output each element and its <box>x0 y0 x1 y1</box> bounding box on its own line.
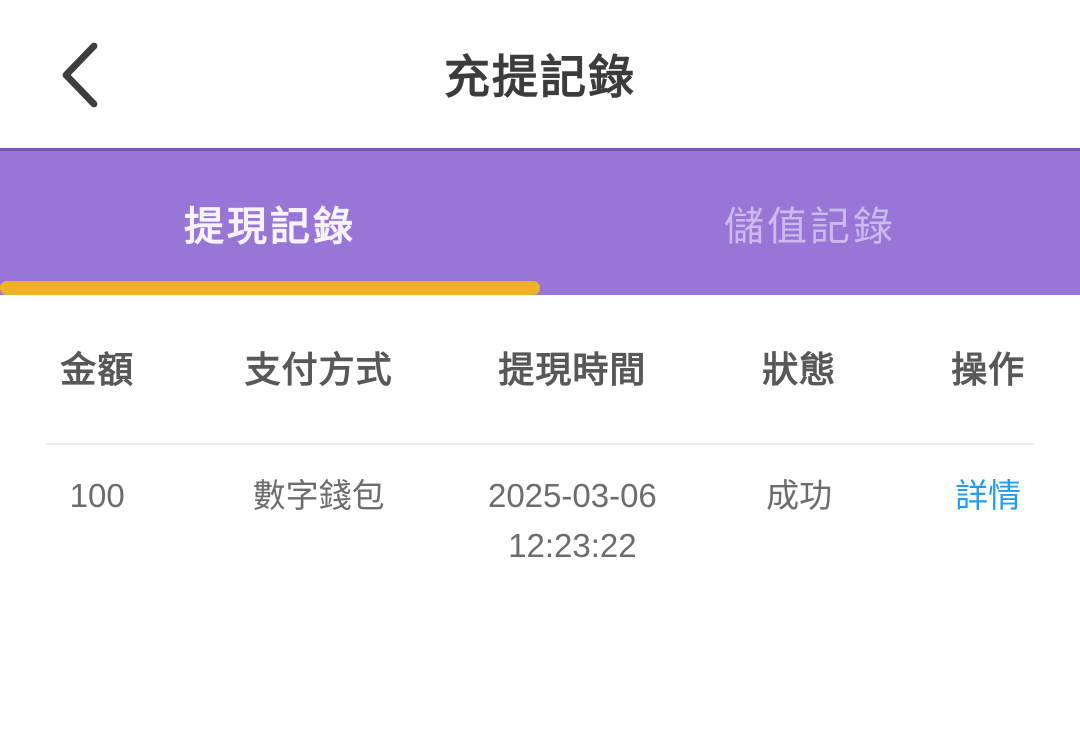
row-payment-method: 數字錢包 <box>252 477 385 514</box>
row-amount: 100 <box>69 477 125 514</box>
column-header-amount: 金額 <box>60 349 135 390</box>
active-tab-indicator <box>0 281 540 295</box>
row-status: 成功 <box>766 477 833 514</box>
withdrawal-records-table: 金額 支付方式 提現時間 狀態 操作 100 數字錢包 2025-03-06 1… <box>0 295 1080 571</box>
tab-withdrawal-records-label: 提現記錄 <box>184 205 356 249</box>
table-divider <box>46 443 1034 445</box>
row-withdrawal-clock: 12:23:22 <box>508 527 637 564</box>
row-withdrawal-date: 2025-03-06 <box>487 477 657 514</box>
row-withdrawal-time: 2025-03-06 12:23:22 <box>443 471 702 571</box>
table-row: 100 數字錢包 2025-03-06 12:23:22 成功 詳情 <box>0 445 1080 571</box>
column-header-status: 狀態 <box>762 349 837 390</box>
tab-bar: 提現記錄 儲值記錄 <box>0 148 1080 295</box>
back-button[interactable] <box>44 36 116 116</box>
tab-withdrawal-records[interactable]: 提現記錄 <box>0 151 540 295</box>
back-chevron-icon <box>58 40 102 113</box>
column-header-method: 支付方式 <box>244 349 393 390</box>
appbar: 充提記錄 <box>0 0 1080 148</box>
page-title: 充提記錄 <box>444 51 636 103</box>
column-header-action: 操作 <box>951 349 1026 390</box>
table-header-row: 金額 支付方式 提現時間 狀態 操作 <box>0 295 1080 443</box>
row-details-link[interactable]: 詳情 <box>955 477 1022 514</box>
column-header-time: 提現時間 <box>498 349 647 390</box>
tab-deposit-records-label: 儲值記錄 <box>724 205 896 249</box>
tab-deposit-records[interactable]: 儲值記錄 <box>540 151 1080 295</box>
